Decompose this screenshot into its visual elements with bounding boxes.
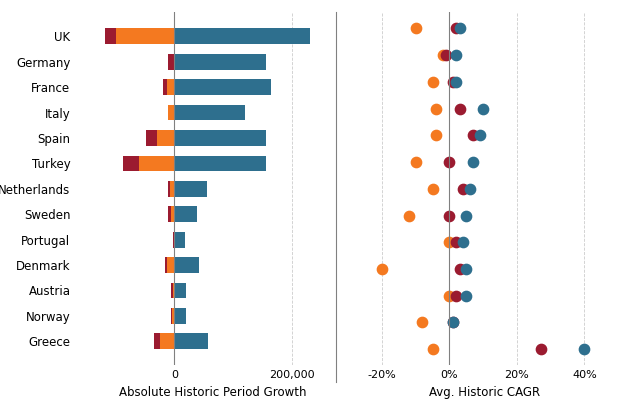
Point (455, 105, 465, 112)
Bar (175, 54, 265, 70)
Bar (146, 130, 157, 146)
Point (444, 212, 454, 219)
Point (451, 52, 461, 59)
Bar (175, 79, 271, 95)
Bar (170, 181, 175, 197)
Point (428, 78, 437, 85)
Point (377, 266, 387, 272)
Point (418, 319, 428, 326)
Bar (173, 283, 175, 298)
Point (579, 346, 589, 352)
Bar (175, 333, 209, 349)
Point (444, 159, 454, 166)
Bar (172, 283, 173, 298)
Bar (175, 257, 199, 273)
Bar (167, 257, 175, 273)
Point (444, 293, 454, 299)
Point (451, 78, 461, 85)
Point (448, 78, 458, 85)
Point (462, 293, 471, 299)
Point (441, 52, 451, 59)
Bar (167, 79, 175, 95)
Bar (175, 29, 310, 44)
Point (478, 105, 488, 112)
Bar (175, 181, 207, 197)
Point (475, 132, 485, 139)
Point (431, 105, 441, 112)
Point (438, 52, 448, 59)
Point (444, 239, 454, 246)
Bar (175, 283, 186, 298)
Bar (105, 29, 115, 44)
Bar (168, 181, 170, 197)
Bar (157, 130, 175, 146)
Point (404, 212, 414, 219)
Bar (175, 105, 245, 120)
Bar (139, 156, 175, 171)
Bar (172, 308, 175, 324)
Bar (175, 156, 265, 171)
Point (462, 266, 471, 272)
Bar (168, 206, 172, 222)
Bar (173, 232, 175, 247)
Point (462, 212, 471, 219)
Point (448, 319, 458, 326)
Point (458, 239, 468, 246)
Point (451, 25, 461, 32)
X-axis label: Avg. Historic CAGR: Avg. Historic CAGR (429, 386, 540, 399)
Point (468, 159, 478, 166)
Point (455, 25, 465, 32)
Bar (162, 79, 167, 95)
Point (411, 25, 421, 32)
Bar (175, 206, 197, 222)
Bar (175, 232, 185, 247)
Point (411, 159, 421, 166)
Point (431, 132, 441, 139)
Point (465, 186, 474, 192)
Bar (123, 156, 139, 171)
Point (536, 346, 545, 352)
Bar (165, 257, 167, 273)
Bar (172, 206, 175, 222)
Point (468, 132, 478, 139)
X-axis label: Absolute Historic Period Growth: Absolute Historic Period Growth (119, 386, 306, 399)
Point (455, 266, 465, 272)
Bar (171, 308, 172, 324)
Bar (168, 54, 175, 70)
Bar (175, 308, 186, 324)
Point (428, 346, 437, 352)
Point (451, 239, 461, 246)
Bar (115, 29, 175, 44)
Point (458, 186, 468, 192)
Bar (160, 333, 175, 349)
Bar (154, 333, 160, 349)
Bar (168, 105, 175, 120)
Point (428, 186, 437, 192)
Point (448, 319, 458, 326)
Bar (175, 130, 265, 146)
Point (451, 293, 461, 299)
